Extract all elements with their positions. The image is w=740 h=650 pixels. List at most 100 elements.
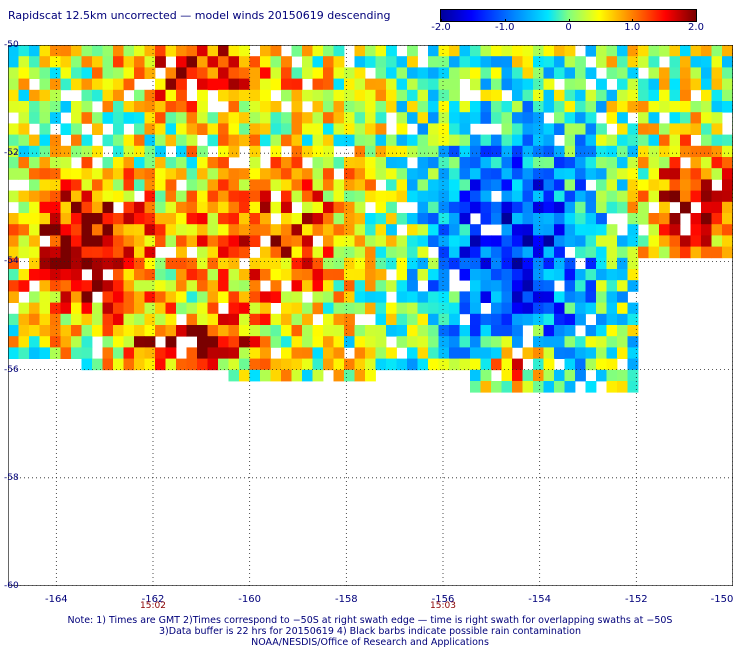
heatmap-cell bbox=[8, 168, 19, 180]
heatmap-cell bbox=[575, 201, 586, 214]
heatmap-cell bbox=[512, 381, 523, 393]
heatmap-cell bbox=[228, 336, 240, 348]
heatmap-cell bbox=[29, 347, 40, 359]
heatmap-cell bbox=[155, 179, 166, 191]
heatmap-cell bbox=[123, 190, 135, 203]
heatmap-cell bbox=[449, 358, 460, 371]
heatmap-cell bbox=[396, 246, 408, 259]
heatmap-cell bbox=[596, 190, 607, 203]
heatmap-cell bbox=[522, 246, 534, 259]
heatmap-cell bbox=[123, 112, 135, 124]
heatmap-cell bbox=[291, 302, 303, 315]
heatmap-cell bbox=[333, 280, 345, 292]
heatmap-cell bbox=[249, 123, 261, 135]
heatmap-cell bbox=[60, 101, 72, 113]
heatmap-cell bbox=[375, 157, 387, 169]
heatmap-cell bbox=[123, 246, 135, 259]
heatmap-cell bbox=[428, 224, 439, 236]
heatmap-cell bbox=[449, 313, 460, 326]
heatmap-cell bbox=[302, 325, 313, 337]
heatmap-cell bbox=[165, 257, 177, 270]
heatmap-cell bbox=[333, 56, 345, 68]
heatmap-cell bbox=[155, 325, 166, 337]
heatmap-cell bbox=[302, 358, 313, 371]
heatmap-cell bbox=[449, 347, 460, 359]
heatmap-cell bbox=[680, 246, 691, 259]
heatmap-cell bbox=[407, 358, 418, 371]
heatmap-cell bbox=[113, 325, 124, 337]
heatmap-cell bbox=[575, 56, 586, 68]
heatmap-cell bbox=[428, 257, 439, 270]
heatmap-cell bbox=[144, 145, 156, 158]
heatmap-cell bbox=[239, 134, 250, 147]
heatmap-cell bbox=[554, 112, 565, 124]
heatmap-cell bbox=[533, 45, 544, 57]
heatmap-cell bbox=[8, 190, 19, 203]
heatmap-cell bbox=[596, 257, 607, 270]
heatmap-cell bbox=[407, 190, 418, 203]
heatmap-cell bbox=[617, 246, 628, 259]
heatmap-cell bbox=[71, 280, 82, 292]
heatmap-cell bbox=[281, 347, 292, 359]
heatmap-cell bbox=[585, 280, 597, 292]
heatmap-cell bbox=[18, 67, 30, 79]
heatmap-cell bbox=[92, 213, 103, 225]
heatmap-cell bbox=[207, 179, 219, 191]
heatmap-cell bbox=[71, 179, 82, 191]
heatmap-cell bbox=[50, 67, 61, 79]
heatmap-cell bbox=[39, 246, 51, 259]
heatmap-cell bbox=[155, 112, 166, 124]
heatmap-cell bbox=[606, 347, 618, 359]
heatmap-cell bbox=[627, 157, 639, 169]
heatmap-cell bbox=[71, 123, 82, 135]
heatmap-cell bbox=[186, 145, 198, 158]
heatmap-cell bbox=[176, 101, 187, 113]
heatmap-cell bbox=[123, 145, 135, 158]
heatmap-cell bbox=[648, 190, 660, 203]
heatmap-cell bbox=[207, 246, 219, 259]
heatmap-cell bbox=[680, 101, 691, 113]
heatmap-cell bbox=[617, 325, 628, 337]
heatmap-cell bbox=[197, 179, 208, 191]
heatmap-cell bbox=[491, 145, 502, 158]
heatmap-cell bbox=[323, 313, 334, 326]
heatmap-cell bbox=[596, 280, 607, 292]
heatmap-cell bbox=[470, 78, 481, 91]
heatmap-cell bbox=[323, 257, 334, 270]
heatmap-cell bbox=[396, 213, 408, 225]
heatmap-cell bbox=[648, 56, 660, 68]
heatmap-cell bbox=[438, 168, 450, 180]
heatmap-cell bbox=[375, 112, 387, 124]
y-tick-label: -54 bbox=[4, 256, 19, 267]
heatmap-cell bbox=[428, 78, 439, 91]
heatmap-cell bbox=[533, 213, 544, 225]
heatmap-cell bbox=[459, 235, 471, 247]
heatmap-cell bbox=[596, 213, 607, 225]
heatmap-cell bbox=[627, 145, 639, 158]
heatmap-cell bbox=[428, 89, 439, 102]
heatmap-cell bbox=[218, 213, 229, 225]
heatmap-cell bbox=[81, 134, 93, 147]
heatmap-cell bbox=[449, 257, 460, 270]
heatmap-cell bbox=[564, 168, 576, 180]
heatmap-cell bbox=[270, 369, 282, 382]
heatmap-cell bbox=[575, 134, 586, 147]
heatmap-cell bbox=[512, 190, 523, 203]
heatmap-cell bbox=[8, 134, 19, 147]
heatmap-cell bbox=[459, 257, 471, 270]
heatmap-cell bbox=[617, 302, 628, 315]
heatmap-cell bbox=[365, 168, 376, 180]
heatmap-cell bbox=[102, 67, 114, 79]
heatmap-cell bbox=[386, 134, 397, 147]
heatmap-cell bbox=[533, 112, 544, 124]
heatmap-cell bbox=[375, 269, 387, 281]
heatmap-cell bbox=[512, 179, 523, 191]
x-tick-label: -154 bbox=[528, 594, 552, 605]
heatmap-cell bbox=[113, 134, 124, 147]
heatmap-cell bbox=[249, 145, 261, 158]
heatmap-cell bbox=[617, 381, 628, 393]
heatmap-cell bbox=[669, 45, 681, 57]
heatmap-cell bbox=[428, 201, 439, 214]
heatmap-cell bbox=[218, 45, 229, 57]
heatmap-cell bbox=[722, 157, 733, 169]
